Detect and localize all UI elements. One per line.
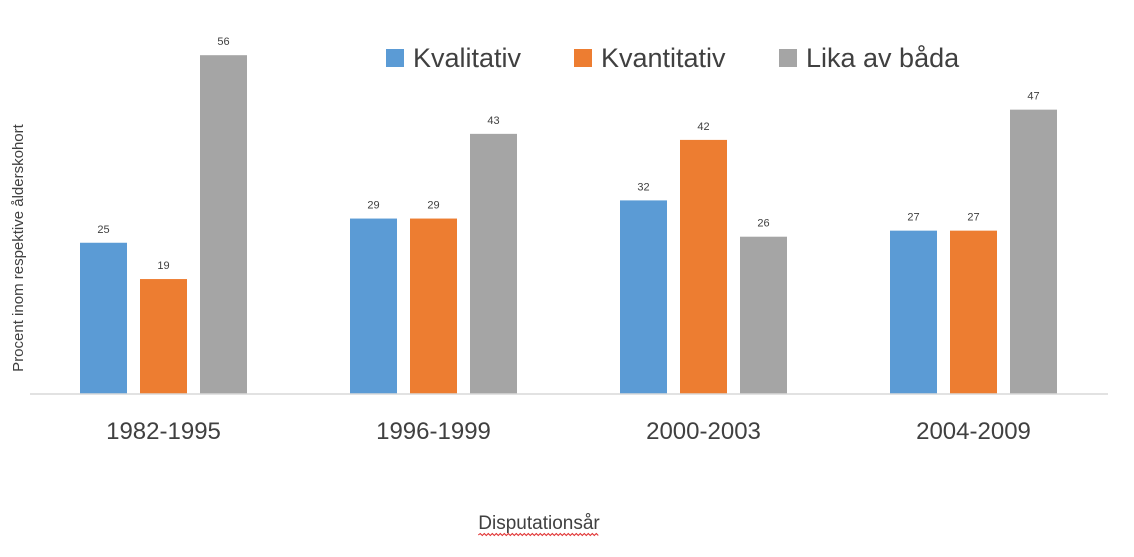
x-tick-label-1: 1996-1999	[376, 418, 491, 445]
bar-1-2	[470, 133, 517, 394]
legend-swatch-2	[779, 49, 797, 67]
x-tick-label-2: 2000-2003	[646, 418, 761, 445]
bar-3-1	[950, 230, 997, 394]
x-tick-label-0: 1982-1995	[106, 418, 221, 445]
legend: Kvalitativ Kvantitativ Lika av båda	[386, 43, 960, 73]
data-label-3-2: 47	[1027, 91, 1039, 103]
legend-label-0: Kvalitativ	[413, 43, 522, 73]
bar-3-2	[1010, 109, 1057, 395]
x-tick-label-3: 2004-2009	[916, 418, 1031, 445]
data-label-1-2: 43	[487, 115, 499, 127]
data-label-2-1: 42	[697, 121, 709, 133]
data-label-0-2: 56	[217, 36, 229, 48]
bar-3-0	[890, 230, 937, 394]
data-label-2-0: 32	[637, 181, 649, 193]
x-axis-title: Disputationsår	[478, 513, 600, 534]
legend-swatch-0	[386, 49, 404, 67]
bar-0-1	[140, 279, 187, 394]
bar-1-0	[350, 218, 397, 394]
bar-0-0	[80, 242, 127, 394]
data-label-1-1: 29	[427, 200, 439, 212]
data-labels-layer: 25 19 56 29 29 43 32 42 26 27 27 47	[97, 36, 1039, 272]
data-label-1-0: 29	[367, 200, 379, 212]
bar-1-1	[410, 218, 457, 394]
spellcheck-underline	[477, 532, 599, 537]
bar-0-2	[200, 55, 247, 394]
data-label-3-0: 27	[907, 212, 919, 224]
y-axis-title: Procent inom respektive ålderskohort	[10, 123, 27, 371]
data-label-3-1: 27	[967, 212, 979, 224]
bar-2-2	[740, 236, 787, 394]
data-label-0-0: 25	[97, 224, 109, 236]
data-label-0-1: 19	[157, 260, 169, 272]
bars-layer	[80, 55, 1057, 395]
legend-label-2: Lika av båda	[806, 43, 960, 73]
data-label-2-2: 26	[757, 218, 769, 230]
legend-swatch-1	[574, 49, 592, 67]
bar-2-0	[620, 200, 667, 394]
bar-2-1	[680, 139, 727, 394]
legend-label-1: Kvantitativ	[601, 43, 726, 73]
x-tick-labels: 1982-1995 1996-1999 2000-2003 2004-2009	[106, 418, 1031, 445]
